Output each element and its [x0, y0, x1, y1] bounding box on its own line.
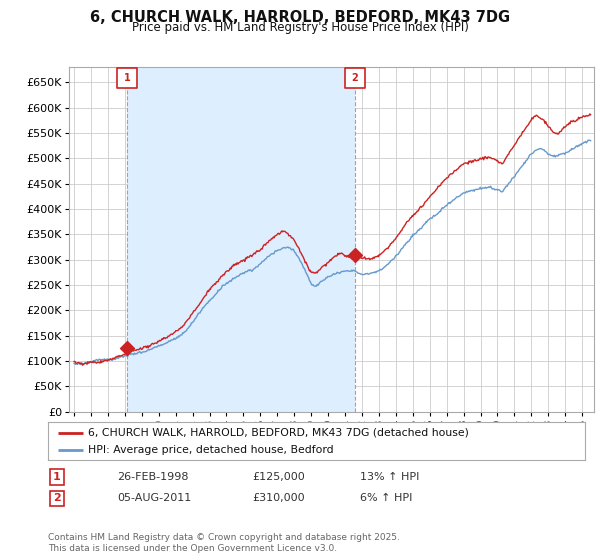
Text: £125,000: £125,000	[252, 472, 305, 482]
Text: £310,000: £310,000	[252, 493, 305, 503]
Text: Contains HM Land Registry data © Crown copyright and database right 2025.
This d: Contains HM Land Registry data © Crown c…	[48, 533, 400, 553]
Text: 1: 1	[53, 472, 61, 482]
Point	[122, 344, 132, 353]
Text: 6, CHURCH WALK, HARROLD, BEDFORD, MK43 7DG (detached house): 6, CHURCH WALK, HARROLD, BEDFORD, MK43 7…	[88, 427, 469, 437]
Text: 6, CHURCH WALK, HARROLD, BEDFORD, MK43 7DG: 6, CHURCH WALK, HARROLD, BEDFORD, MK43 7…	[90, 10, 510, 25]
Point	[122, 74, 132, 83]
Text: Price paid vs. HM Land Registry's House Price Index (HPI): Price paid vs. HM Land Registry's House …	[131, 21, 469, 34]
Text: 1: 1	[124, 73, 131, 83]
Text: 2: 2	[352, 73, 358, 83]
Text: 6% ↑ HPI: 6% ↑ HPI	[360, 493, 412, 503]
Text: 26-FEB-1998: 26-FEB-1998	[117, 472, 188, 482]
Text: 05-AUG-2011: 05-AUG-2011	[117, 493, 191, 503]
Point	[350, 74, 360, 83]
Point	[350, 250, 360, 259]
Bar	[127, 67, 355, 412]
Text: 2: 2	[53, 493, 61, 503]
Text: HPI: Average price, detached house, Bedford: HPI: Average price, detached house, Bedf…	[88, 445, 334, 455]
Text: 13% ↑ HPI: 13% ↑ HPI	[360, 472, 419, 482]
